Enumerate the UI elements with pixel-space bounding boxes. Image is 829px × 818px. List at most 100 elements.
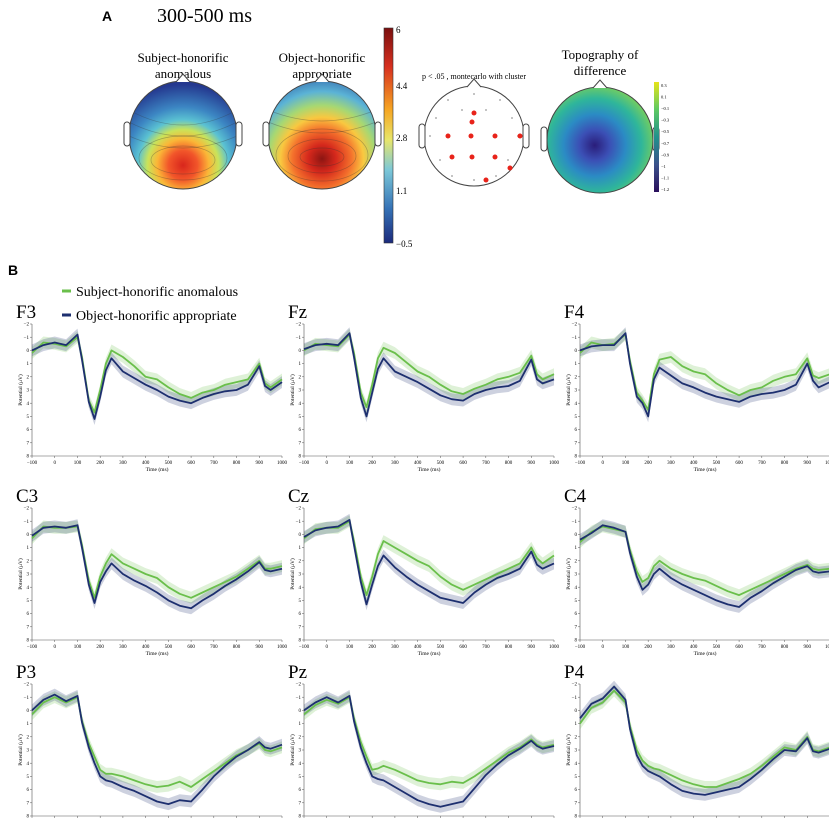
x-tick-label: 800	[505, 461, 513, 466]
y-tick-label: 4	[575, 402, 578, 407]
y-tick-label: 8	[299, 639, 302, 644]
y-tick-label: 3	[575, 389, 578, 394]
ear-icon	[418, 123, 426, 149]
y-axis-label: Potential (μV)	[565, 734, 572, 766]
y-tick-label: 4	[299, 402, 302, 407]
panel-a: A 300-500 ms Subject-honorific anomalous…	[102, 5, 670, 249]
x-tick-label: 700	[758, 461, 766, 466]
y-tick-label: 1	[575, 722, 578, 727]
ear-icon	[235, 121, 243, 147]
significant-electrode-marker	[507, 165, 513, 171]
ear-icon	[374, 121, 382, 147]
y-tick-label: 2	[575, 735, 578, 740]
y-tick-label: −2	[24, 323, 30, 328]
nose-icon	[592, 79, 608, 89]
erp-panel-pz: Pz−10001002003004005006007008009001000−2…	[288, 662, 555, 818]
y-tick-label: −2	[296, 323, 302, 328]
x-tick-label: 300	[119, 645, 127, 650]
electrode-title: F4	[564, 302, 585, 323]
topomap-subject-honorific: Subject-honorific anomalous	[123, 50, 243, 190]
y-tick-label: 6	[575, 612, 578, 617]
y-tick-label: 5	[299, 775, 302, 780]
x-tick-label: 100	[74, 461, 82, 466]
y-tick-label: 6	[27, 428, 30, 433]
significant-electrode-marker	[492, 154, 498, 160]
difference-colorbar-tick: −0.1	[661, 106, 669, 111]
y-tick-label: 7	[299, 625, 302, 630]
electrode-marker	[499, 99, 501, 101]
electrode-title: F3	[16, 302, 36, 323]
y-tick-label: 8	[27, 455, 30, 460]
ear-icon	[522, 123, 530, 149]
nose-icon	[175, 73, 191, 83]
y-tick-label: 2	[575, 559, 578, 564]
panel-b-label: B	[8, 262, 18, 278]
y-tick-label: −2	[24, 507, 30, 512]
x-axis-label: Time (ms)	[418, 466, 441, 473]
y-tick-label: 1	[299, 722, 302, 727]
difference-colorbar-tick: −1.1	[661, 175, 669, 180]
y-tick-label: 7	[299, 441, 302, 446]
confidence-band-object	[304, 689, 554, 813]
significant-electrode-marker	[468, 133, 474, 139]
series-line-subject	[31, 696, 283, 788]
x-tick-label: 800	[233, 461, 241, 466]
difference-colorbar-tick: −0.5	[661, 129, 670, 134]
panel-b: B Subject-honorific anomalous Object-hon…	[8, 262, 829, 818]
y-tick-label: 7	[575, 801, 578, 806]
electrode-marker	[435, 117, 437, 119]
ear-icon	[123, 121, 131, 147]
y-tick-label: 7	[299, 801, 302, 806]
x-tick-label: 700	[758, 645, 766, 650]
x-tick-label: 1000	[825, 461, 829, 466]
y-tick-label: −1	[296, 336, 302, 341]
x-tick-label: 500	[437, 461, 445, 466]
y-tick-label: 0	[27, 709, 30, 714]
confidence-band-object	[580, 327, 829, 423]
y-tick-label: −2	[572, 323, 578, 328]
x-tick-label: 400	[414, 461, 422, 466]
x-tick-label: 400	[690, 461, 698, 466]
y-tick-label: 3	[27, 389, 30, 394]
x-tick-label: 300	[119, 461, 127, 466]
y-axis-label: Potential (μV)	[565, 558, 572, 590]
y-tick-label: 0	[575, 349, 578, 354]
difference-colorbar-tick: −0.7	[661, 141, 670, 146]
series-line-object	[31, 524, 283, 610]
cluster-map: p < .05 , montecarlo with cluster	[418, 72, 530, 187]
x-axis-label: Time (ms)	[694, 466, 717, 473]
y-axis-label: Potential (μV)	[17, 734, 24, 766]
y-tick-label: 6	[299, 788, 302, 793]
y-tick-label: 1	[27, 546, 30, 551]
y-tick-label: 3	[27, 749, 30, 754]
y-tick-label: 4	[27, 402, 30, 407]
y-tick-label: 5	[27, 599, 30, 604]
x-tick-label: 400	[414, 645, 422, 650]
difference-title-line-1: Topography of	[562, 47, 639, 62]
erp-panel-cz: Cz −100 0 100 200 300 400 500 600 700 800 900 1000 −2…	[288, 486, 560, 657]
y-tick-label: 7	[27, 801, 30, 806]
topomap-1-heat	[129, 81, 237, 189]
y-tick-label: −1	[24, 336, 30, 341]
x-tick-label: 800	[233, 645, 241, 650]
colorbar-tick: −0.5	[396, 239, 413, 249]
x-axis-label: Time (ms)	[694, 650, 717, 657]
confidence-band-subject	[580, 328, 829, 416]
y-tick-label: 5	[27, 775, 30, 780]
y-tick-label: 0	[575, 709, 578, 714]
series-line-object	[31, 333, 283, 420]
difference-colorbar-tick: 0.1	[661, 95, 667, 100]
colorbar-tick: 2.8	[396, 133, 408, 143]
significant-electrode-marker	[469, 154, 475, 160]
y-tick-label: 5	[575, 775, 578, 780]
x-tick-label: 600	[459, 461, 467, 466]
time-window-title: 300-500 ms	[157, 5, 252, 27]
legend-label-subject: Subject-honorific anomalous	[76, 285, 238, 300]
y-tick-label: 7	[575, 441, 578, 446]
x-tick-label: 900	[256, 461, 264, 466]
series-line-object	[579, 685, 829, 796]
difference-colorbar-tick: −0.3	[661, 118, 670, 123]
significant-electrode-marker	[483, 177, 489, 183]
x-tick-label: −100	[299, 645, 310, 650]
